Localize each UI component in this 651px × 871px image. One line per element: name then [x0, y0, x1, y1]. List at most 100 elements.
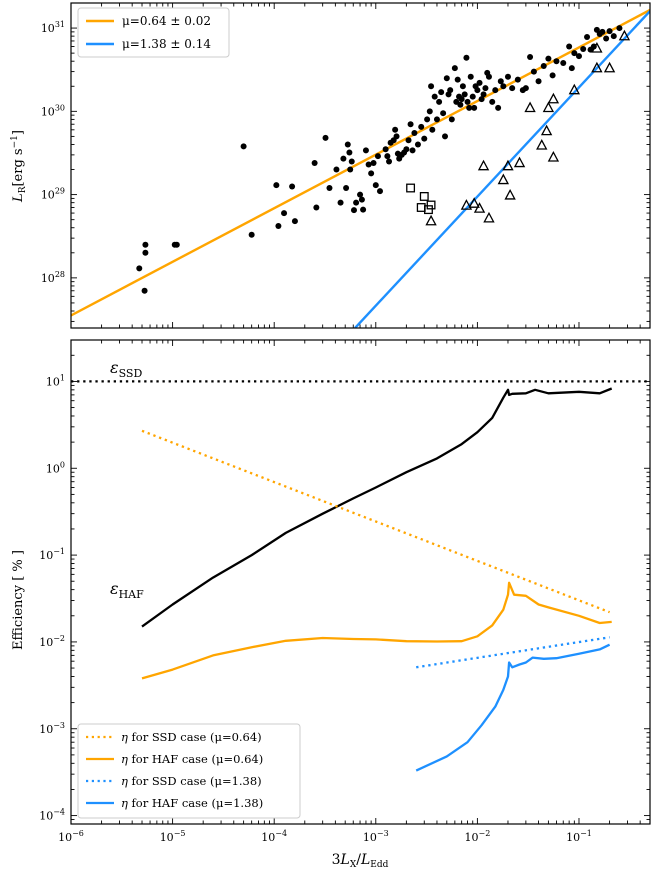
- data-point-triangle: [524, 101, 536, 113]
- data-point-circle: [599, 28, 606, 35]
- data-point-triangle: [618, 29, 631, 41]
- data-point-circle: [173, 241, 180, 248]
- data-point-circle: [527, 53, 534, 60]
- data-point-triangle: [504, 188, 516, 200]
- data-point-square: [416, 203, 426, 212]
- data-point-circle: [281, 210, 288, 217]
- data-point-circle: [461, 91, 468, 98]
- data-point-circle: [407, 121, 414, 128]
- data-point-circle: [240, 143, 247, 150]
- top-legend-box: [77, 7, 230, 58]
- data-point-circle: [482, 85, 489, 92]
- data-point-circle: [414, 141, 421, 148]
- data-point-triangle: [502, 159, 514, 171]
- data-point-circle: [142, 241, 149, 248]
- series-line: [141, 429, 611, 614]
- data-point-circle: [530, 68, 537, 75]
- data-point-circle: [514, 76, 521, 83]
- data-point-circle: [340, 155, 347, 162]
- legend-label-ssd-064: η for SSD case (μ=0.64): [121, 730, 262, 744]
- data-point-circle: [418, 123, 425, 130]
- data-point-circle: [362, 147, 369, 154]
- legend-text-haf-138: for HAF case: [128, 796, 208, 810]
- data-point-triangle: [603, 61, 616, 73]
- fit-line: [354, 10, 650, 328]
- data-point-triangle: [547, 92, 560, 104]
- data-point-circle: [489, 98, 496, 105]
- data-point-circle: [436, 98, 443, 105]
- data-point-circle: [433, 116, 440, 123]
- series-line: [416, 636, 610, 669]
- data-point-triangle: [547, 150, 560, 162]
- x-axis-label: 3LX/LEdd: [332, 852, 389, 870]
- data-point-circle: [428, 83, 435, 90]
- data-point-circle: [372, 182, 379, 189]
- top-plot-area: [71, 8, 650, 328]
- data-point-circle: [382, 146, 389, 153]
- data-point-square: [426, 200, 436, 210]
- bottom-plot-area: [71, 380, 650, 772]
- data-point-circle: [443, 75, 450, 82]
- data-point-circle: [353, 199, 360, 206]
- data-point-circle: [384, 153, 391, 160]
- data-point-circle: [136, 265, 143, 272]
- top-y-axis-label: LR[erg s−1]: [10, 130, 28, 203]
- x-tick-label: 10−4: [261, 829, 287, 844]
- data-point-circle: [392, 126, 399, 133]
- data-point-circle: [141, 287, 148, 294]
- series-line: [141, 581, 612, 680]
- x-tick-label: 10−2: [464, 829, 490, 844]
- legend-label-orange-fit: μ=0.64 ± 0.02: [122, 14, 211, 28]
- data-point-circle: [500, 83, 507, 90]
- data-point-circle: [540, 63, 547, 70]
- data-point-circle: [448, 116, 455, 123]
- data-point-circle: [492, 87, 499, 94]
- data-point-triangle: [591, 61, 603, 73]
- legend-text-haf-064: for HAF case: [128, 752, 208, 766]
- data-point-triangle: [542, 101, 555, 113]
- data-point-triangle: [468, 197, 480, 208]
- data-point-circle: [464, 98, 471, 105]
- data-point-circle: [409, 147, 416, 154]
- data-point-circle: [459, 83, 466, 90]
- data-point-triangle: [460, 199, 473, 210]
- y-tick-label: 1028: [41, 270, 65, 285]
- data-point-circle: [566, 43, 573, 50]
- data-point-circle: [440, 110, 447, 117]
- data-point-circle: [350, 207, 357, 214]
- data-point-circle: [575, 53, 582, 60]
- data-point-circle: [343, 185, 350, 192]
- data-point-triangle: [483, 211, 495, 223]
- x-tick-label: 10−5: [160, 829, 186, 844]
- data-point-triangle: [473, 202, 486, 213]
- top-panel: 1028 1029 1030 1031 LR[erg s−1] μ=0.64 ± 0.…: [10, 2, 651, 329]
- x-tick-label: 10−1: [566, 829, 592, 844]
- data-point-circle: [358, 196, 365, 203]
- data-point-circle: [442, 133, 449, 140]
- y-tick-label: 1030: [41, 103, 65, 118]
- data-point-circle: [535, 78, 542, 85]
- data-point-circle: [337, 199, 344, 206]
- x-tick-label: 10−6: [58, 829, 84, 844]
- legend-text-ssd-064: for SSD case: [128, 730, 207, 744]
- data-point-circle: [421, 135, 428, 142]
- data-point-circle: [476, 79, 483, 86]
- y-tick-label: 10−3: [39, 721, 65, 736]
- data-point-circle: [606, 28, 613, 35]
- legend-mu-haf-138: (μ=1.38): [212, 796, 264, 810]
- data-point-circle: [571, 50, 578, 57]
- data-point-circle: [429, 126, 436, 133]
- data-point-triangle: [540, 124, 553, 136]
- legend-mu-ssd-138: (μ=1.38): [210, 774, 262, 788]
- data-point-circle: [313, 204, 320, 211]
- data-point-circle: [522, 85, 529, 92]
- data-point-circle: [291, 218, 298, 225]
- data-point-circle: [426, 108, 433, 115]
- data-point-circle: [478, 96, 485, 103]
- data-point-circle: [485, 73, 492, 80]
- data-point-triangle: [536, 139, 548, 150]
- data-point-circle: [553, 58, 560, 65]
- legend-label-haf-064: η for HAF case (μ=0.64): [121, 752, 263, 766]
- data-point-circle: [311, 159, 318, 166]
